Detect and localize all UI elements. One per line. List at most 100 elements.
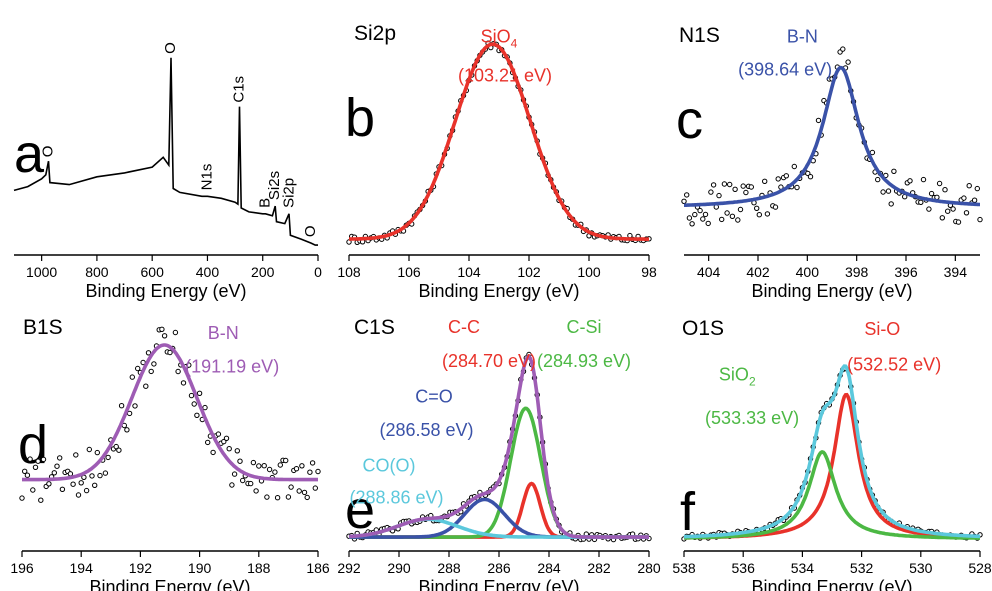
data-point: [891, 168, 897, 175]
data-point: [75, 492, 82, 498]
data-point: [32, 464, 39, 470]
data-point: [86, 446, 93, 453]
data-point: [40, 456, 47, 463]
x-tick-label: 400: [796, 264, 820, 280]
data-point: [918, 199, 924, 206]
data-point: [689, 221, 695, 227]
data-point: [196, 390, 203, 396]
peak-annotation: (284.93 eV): [537, 351, 631, 371]
data-point: [961, 195, 967, 201]
data-point: [256, 463, 262, 469]
peak-label: N1s: [198, 164, 215, 191]
data-point: [883, 172, 889, 179]
data-point: [143, 383, 149, 389]
panel-e: 292 290 288 286 284 282 280 Binding Energy (eV)…: [337, 316, 661, 591]
x-tick-label: 186: [306, 560, 330, 576]
annotation-text: SiO: [481, 26, 511, 46]
data-point: [748, 184, 754, 190]
x-axis-title: Binding Energy (eV): [418, 281, 579, 301]
data-point: [97, 472, 103, 479]
data-point: [299, 463, 305, 469]
data-point: [743, 189, 749, 196]
data-point: [161, 333, 168, 339]
peak-annotation: C-C: [448, 317, 480, 337]
x-tick-label: 104: [457, 264, 481, 280]
data-point: [57, 455, 63, 461]
peak-annotation: (284.70 eV): [442, 351, 536, 371]
data-point: [920, 176, 927, 183]
peak-annotation: B-N: [208, 323, 239, 343]
data-point: [684, 192, 690, 198]
data-point: [277, 462, 283, 468]
panel-letter: a: [14, 124, 45, 184]
data-point: [135, 365, 141, 372]
annotation-subscript: 2: [749, 375, 756, 389]
data-point: [705, 220, 711, 227]
data-point: [113, 443, 119, 450]
x-axis-title: Binding Energy (eV): [89, 577, 250, 591]
data-point: [794, 184, 800, 191]
x-tick-label: 108: [337, 264, 361, 280]
panel-c: 404 402 400 398 396 394 Binding Energy (eV) c N1…: [676, 24, 983, 301]
data-point: [83, 487, 90, 494]
x-tick-label: 190: [188, 560, 212, 576]
data-point: [188, 392, 195, 399]
data-point: [240, 477, 246, 484]
x-tick-label: 98: [641, 264, 657, 280]
annotation-text: B-N: [208, 323, 239, 343]
data-point: [312, 485, 318, 491]
panel-d: 196 194 192 190 188 186 Binding Energy (eV) d B1…: [10, 316, 330, 591]
x-axis-title: Binding Energy (eV): [751, 281, 912, 301]
peak-annotation: (398.64 eV): [738, 59, 832, 79]
x-tick-label: 600: [141, 264, 165, 280]
data-point: [46, 481, 52, 487]
data-point: [950, 206, 956, 212]
data-point: [966, 183, 972, 189]
annotation-text: (284.70 eV): [442, 351, 536, 371]
x-tick-label: 286: [487, 560, 511, 576]
data-point: [261, 463, 267, 469]
peak-annotation: (103.21 eV): [458, 65, 552, 85]
panel-title: N1S: [679, 24, 720, 47]
data-point: [880, 189, 886, 195]
annotation-text: SiO: [719, 365, 749, 385]
annotation-text: C-C: [448, 317, 480, 337]
x-tick-label: 188: [247, 560, 271, 576]
data-point: [151, 361, 157, 367]
data-point: [928, 190, 935, 197]
data-point: [977, 216, 983, 223]
x-tick-label: 1000: [26, 264, 57, 280]
data-point: [210, 449, 216, 456]
data-point: [692, 211, 698, 218]
data-point: [296, 488, 302, 494]
annotation-text: (533.33 eV): [705, 408, 799, 428]
annotation-text: CO(O): [363, 456, 416, 476]
data-point: [118, 403, 125, 409]
data-point: [89, 473, 95, 479]
data-point: [215, 431, 222, 437]
data-point: [237, 458, 243, 464]
data-point: [681, 198, 687, 205]
data-point: [304, 494, 310, 501]
panel-f: 538 536 534 532 530 528 Binding Energy (eV) f O1…: [672, 317, 992, 591]
data-point: [180, 380, 187, 386]
x-tick-label: 196: [10, 560, 34, 576]
data-point: [307, 469, 313, 475]
data-point: [105, 454, 111, 461]
peak-label: O: [162, 42, 179, 54]
data-point: [102, 470, 109, 476]
annotation-text: B-N: [787, 26, 818, 46]
data-point: [231, 471, 238, 477]
x-tick-label: 402: [746, 264, 770, 280]
data-point: [875, 176, 881, 183]
x-tick-label: 192: [129, 560, 153, 576]
data-point: [697, 207, 703, 214]
data-point: [840, 46, 846, 52]
data-point: [234, 448, 241, 454]
data-point: [702, 211, 709, 218]
x-tick-label: 106: [397, 264, 421, 280]
data-point: [223, 435, 230, 441]
x-tick-label: 528: [968, 560, 992, 576]
data-point: [907, 178, 913, 184]
